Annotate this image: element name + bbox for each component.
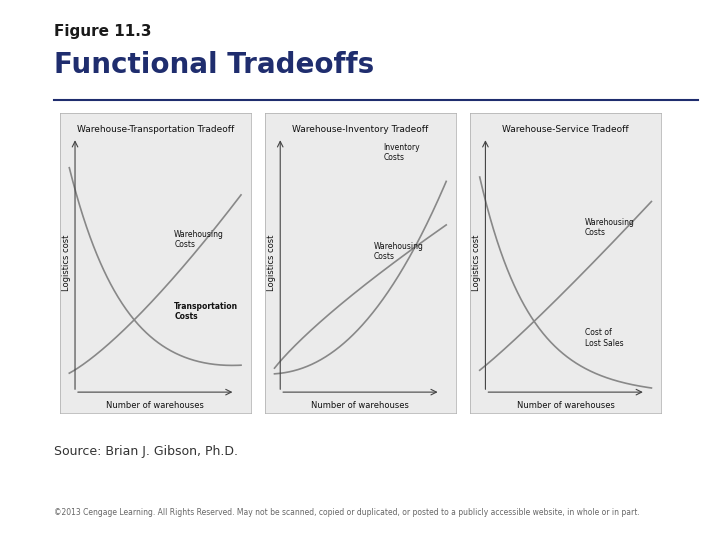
Text: Warehousing
Costs: Warehousing Costs [174,230,224,249]
Text: Warehousing
Costs: Warehousing Costs [585,218,634,237]
Text: Number of warehouses: Number of warehouses [312,401,409,410]
Text: Warehouse-Inventory Tradeoff: Warehouse-Inventory Tradeoff [292,125,428,134]
Text: Transportation
Costs: Transportation Costs [174,301,238,321]
Text: Warehouse-Transportation Tradeoff: Warehouse-Transportation Tradeoff [76,125,234,134]
Text: Number of warehouses: Number of warehouses [517,401,614,410]
Text: ©2013 Cengage Learning. All Rights Reserved. May not be scanned, copied or dupli: ©2013 Cengage Learning. All Rights Reser… [54,508,640,517]
Text: Inventory
Costs: Inventory Costs [383,143,420,162]
Text: Cost of
Lost Sales: Cost of Lost Sales [585,328,624,348]
Text: Logistics cost: Logistics cost [267,235,276,292]
Text: Logistics cost: Logistics cost [472,235,481,292]
Text: Warehousing
Costs: Warehousing Costs [374,241,423,261]
Text: Figure 11.3: Figure 11.3 [54,24,151,39]
Text: Functional Tradeoffs: Functional Tradeoffs [54,51,374,79]
Text: Warehouse-Service Tradeoff: Warehouse-Service Tradeoff [503,125,629,134]
Text: Number of warehouses: Number of warehouses [107,401,204,410]
Text: Logistics cost: Logistics cost [62,235,71,292]
Text: Source: Brian J. Gibson, Ph.D.: Source: Brian J. Gibson, Ph.D. [54,446,238,458]
